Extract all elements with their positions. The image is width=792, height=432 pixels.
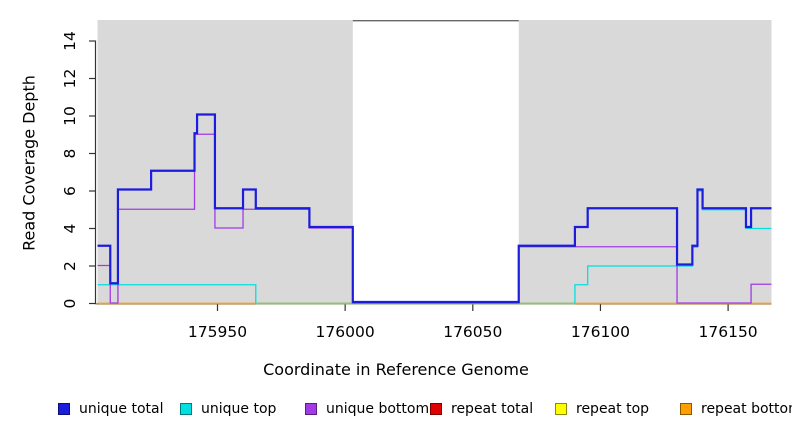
legend-item-unique-top: unique top <box>180 399 276 419</box>
y-tick-label: 0 <box>61 299 79 309</box>
y-tick-label: 14 <box>61 31 79 51</box>
legend-swatch <box>180 403 192 415</box>
x-tick-label: 175950 <box>188 323 247 341</box>
legend-label: repeat total <box>451 401 534 417</box>
legend-swatch <box>430 403 442 415</box>
legend-swatch <box>680 403 692 415</box>
x-axis-title-row: Coordinate in Reference Genome <box>0 360 792 379</box>
y-tick-label: 10 <box>61 106 79 126</box>
legend-item-unique-bottom: unique bottom <box>305 399 429 419</box>
y-tick-label: 8 <box>61 149 79 159</box>
legend-swatch <box>58 403 70 415</box>
legend-item-repeat-bottom: repeat bottom <box>680 399 792 419</box>
y-axis-title: Read Coverage Depth <box>19 75 39 251</box>
legend-label: unique top <box>201 401 277 417</box>
legend-swatch <box>305 403 317 415</box>
x-tick-label: 176100 <box>571 323 630 341</box>
legend-item-repeat-top: repeat top <box>555 399 649 419</box>
legend-item-unique-total: unique total <box>58 399 163 419</box>
legend: unique total unique top unique bottom repea… <box>0 399 792 423</box>
right-shaded-region <box>518 20 772 304</box>
x-tick-label: 176150 <box>699 323 758 341</box>
legend-label: unique total <box>79 401 164 417</box>
legend-label: unique bottom <box>326 401 430 417</box>
y-tick-label: 2 <box>61 261 79 271</box>
legend-label: repeat top <box>576 401 650 417</box>
legend-item-repeat-total: repeat total <box>430 399 533 419</box>
y-tick-label: 12 <box>61 69 79 89</box>
x-tick-label: 176000 <box>316 323 375 341</box>
series-unique-total <box>97 113 772 304</box>
x-tick-label: 176050 <box>443 323 502 341</box>
left-shaded-region <box>97 20 353 304</box>
legend-label: repeat bottom <box>701 401 792 417</box>
y-tick-label: 4 <box>61 224 79 234</box>
y-tick-label: 6 <box>61 186 79 196</box>
x-axis-title: Coordinate in Reference Genome <box>263 360 529 379</box>
legend-swatch <box>555 403 567 415</box>
